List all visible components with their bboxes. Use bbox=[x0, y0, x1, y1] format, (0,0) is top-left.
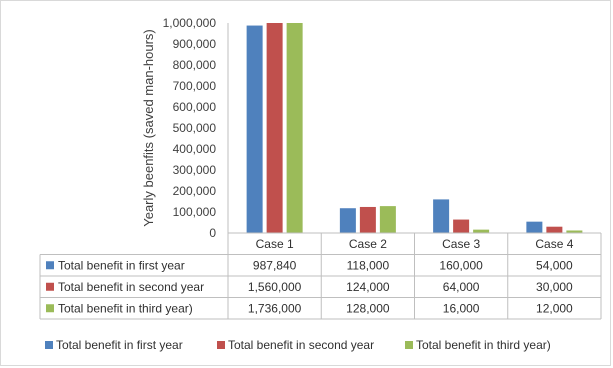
bar bbox=[453, 219, 470, 233]
data-value: 16,000 bbox=[443, 301, 480, 315]
y-tick-label: 0 bbox=[209, 226, 216, 240]
table-legend-key bbox=[46, 282, 54, 291]
bar bbox=[286, 23, 303, 233]
bar bbox=[246, 25, 263, 233]
legend-swatch bbox=[217, 341, 225, 349]
data-value: 1,736,000 bbox=[248, 301, 302, 315]
category-label: Case 3 bbox=[442, 237, 480, 251]
data-value: 128,000 bbox=[346, 301, 390, 315]
legend-label: Total benefit in first year bbox=[56, 338, 183, 352]
data-value: 12,000 bbox=[536, 301, 573, 315]
bar bbox=[433, 199, 450, 233]
bar bbox=[526, 221, 543, 233]
y-tick-label: 700,000 bbox=[173, 79, 217, 93]
data-value: 160,000 bbox=[439, 258, 483, 272]
bar bbox=[473, 229, 490, 233]
data-value: 64,000 bbox=[443, 280, 480, 294]
y-tick-label: 400,000 bbox=[173, 142, 217, 156]
data-value: 54,000 bbox=[536, 258, 573, 272]
data-value: 30,000 bbox=[536, 280, 573, 294]
bar bbox=[266, 23, 283, 233]
category-label: Case 1 bbox=[256, 237, 294, 251]
series-name: Total benefit in second year bbox=[58, 280, 204, 294]
category-label: Case 2 bbox=[349, 237, 387, 251]
table-legend-key bbox=[46, 261, 54, 270]
legend-swatch bbox=[45, 341, 53, 349]
y-tick-label: 100,000 bbox=[173, 205, 217, 219]
y-tick-label: 800,000 bbox=[173, 58, 217, 72]
table-legend-key bbox=[46, 304, 54, 313]
y-tick-label: 1,000,000 bbox=[163, 16, 217, 30]
legend-swatch bbox=[405, 341, 413, 349]
data-value: 124,000 bbox=[346, 280, 390, 294]
bar bbox=[339, 208, 356, 233]
category-label: Case 4 bbox=[535, 237, 573, 251]
series-name: Total benefit in first year bbox=[58, 258, 185, 272]
data-value: 118,000 bbox=[347, 258, 390, 272]
bar bbox=[566, 230, 583, 233]
legend-label: Total benefit in third year) bbox=[416, 338, 551, 352]
y-axis-label: Yearly beenfits (saved man-hours) bbox=[141, 29, 156, 227]
bar bbox=[546, 226, 563, 233]
bar bbox=[379, 206, 396, 233]
y-tick-label: 500,000 bbox=[173, 121, 217, 135]
series-name: Total benefit in third year) bbox=[58, 301, 193, 315]
bar bbox=[359, 206, 376, 233]
y-tick-label: 900,000 bbox=[173, 37, 217, 51]
y-tick-label: 300,000 bbox=[173, 163, 217, 177]
data-value: 987,840 bbox=[253, 258, 297, 272]
y-tick-label: 200,000 bbox=[173, 184, 217, 198]
legend-label: Total benefit in second year bbox=[228, 338, 374, 352]
y-tick-label: 600,000 bbox=[173, 100, 217, 114]
data-value: 1,560,000 bbox=[248, 280, 302, 294]
